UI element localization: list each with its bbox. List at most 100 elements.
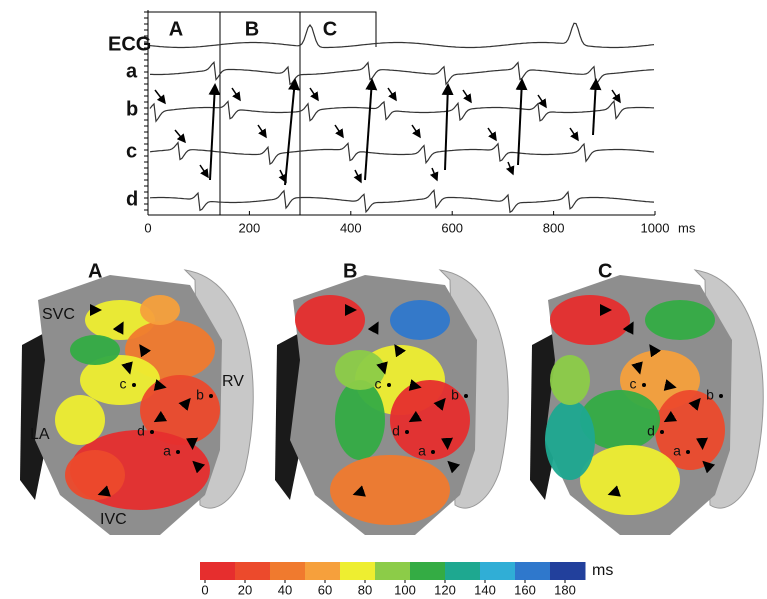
small-arrow [231,87,241,102]
window-box [148,11,377,215]
small-arrow [353,169,362,184]
activation-patch [580,445,680,515]
small-arrow [334,124,344,139]
x-tick-label: 600 [441,220,463,235]
site-dot [150,430,154,434]
activation-patch [580,390,660,450]
map-label: B [343,260,357,282]
window-label: B [245,18,259,40]
color-patches [545,295,725,515]
colorbar-tick-label: 60 [318,582,332,597]
structure-label: LA [30,426,50,443]
map-panels: Aa b c d Ba b c d Ca b c d SVC RV LA IVC [20,260,764,535]
channel-label: c [126,140,137,162]
colorbar: 0 20 40 60 80 100 120 140 160 180 ms [200,562,613,597]
map-arrow [153,410,168,423]
map-arrow [649,344,661,358]
map-arrow [408,379,422,391]
colorbar-tick-label: 100 [394,582,416,597]
propagation-arrow [364,78,378,181]
activation-patch [645,300,715,340]
small-arrow [487,127,497,142]
map-label: C [598,260,612,282]
activation-patch [655,390,725,470]
activation-map: Aa b c d [20,260,254,535]
color-swatch [305,562,341,580]
colorbar-tick-label: 160 [514,582,536,597]
map-arrow [121,361,133,375]
trace [149,188,655,214]
propagation-arrow [589,78,602,136]
map-arrow [622,321,634,335]
activation-patch [335,350,385,390]
channel-label: a [126,60,138,82]
site-label: d [647,423,655,439]
structure-label: IVC [100,511,127,528]
small-arrow [462,89,472,104]
colorbar-tick-label: 0 [201,582,208,597]
channel-label: ECG [108,33,151,55]
color-swatch [550,562,586,580]
propagation-arrow [284,78,301,186]
map-arrow [663,410,678,423]
site-label: b [706,387,714,403]
trace [149,99,655,123]
activation-patch [140,295,180,325]
activation-patch [65,450,125,500]
site-dot [660,430,664,434]
colorbar-tick-label: 40 [278,582,292,597]
small-arrow [505,161,515,176]
site-dot [686,450,690,454]
window-label: A [169,18,183,40]
small-arrow [537,94,547,109]
map-arrow [663,379,677,391]
site-label: a [673,443,681,459]
map-arrow [192,460,206,474]
map-arrow [178,397,191,411]
color-swatch [480,562,516,580]
activation-patch [55,395,105,445]
site-dot [132,383,136,387]
structure-label: SVC [42,306,75,323]
site-label: b [451,387,459,403]
x-axis-unit: ms [678,220,696,235]
x-tick-label: 400 [340,220,362,235]
color-swatch [340,562,376,580]
activation-patch [550,295,630,345]
site-label: c [375,376,382,392]
window-label: C [323,18,337,40]
map-arrow [433,397,446,411]
map-arrow [139,344,151,358]
color-swatch [235,562,271,580]
structure-label: RV [222,373,244,390]
map-arrow [97,485,111,497]
site-label: d [137,423,145,439]
site-label: c [120,376,127,392]
site-dot [431,450,435,454]
site-dot [642,383,646,387]
x-tick-label: 200 [239,220,261,235]
color-swatch [410,562,446,580]
map-arrow [702,460,716,474]
map-arrow [394,344,406,358]
color-swatch [515,562,551,580]
site-dot [405,430,409,434]
propagation-arrow [515,78,528,166]
propagation-arrow [208,83,221,181]
small-arrow [174,129,186,144]
activation-patch [80,355,160,405]
site-dot [719,394,723,398]
colorbar-tick-label: 180 [554,582,576,597]
x-tick-label: 0 [144,220,151,235]
small-arrow [429,167,439,182]
site-label: b [196,387,204,403]
map-arrow [408,410,423,423]
site-dot [209,394,213,398]
colorbar-tick-label: 20 [238,582,252,597]
small-arrow [154,89,166,105]
site-label: a [163,443,171,459]
color-swatch [445,562,481,580]
small-arrow [278,169,287,184]
small-arrow [387,87,397,102]
